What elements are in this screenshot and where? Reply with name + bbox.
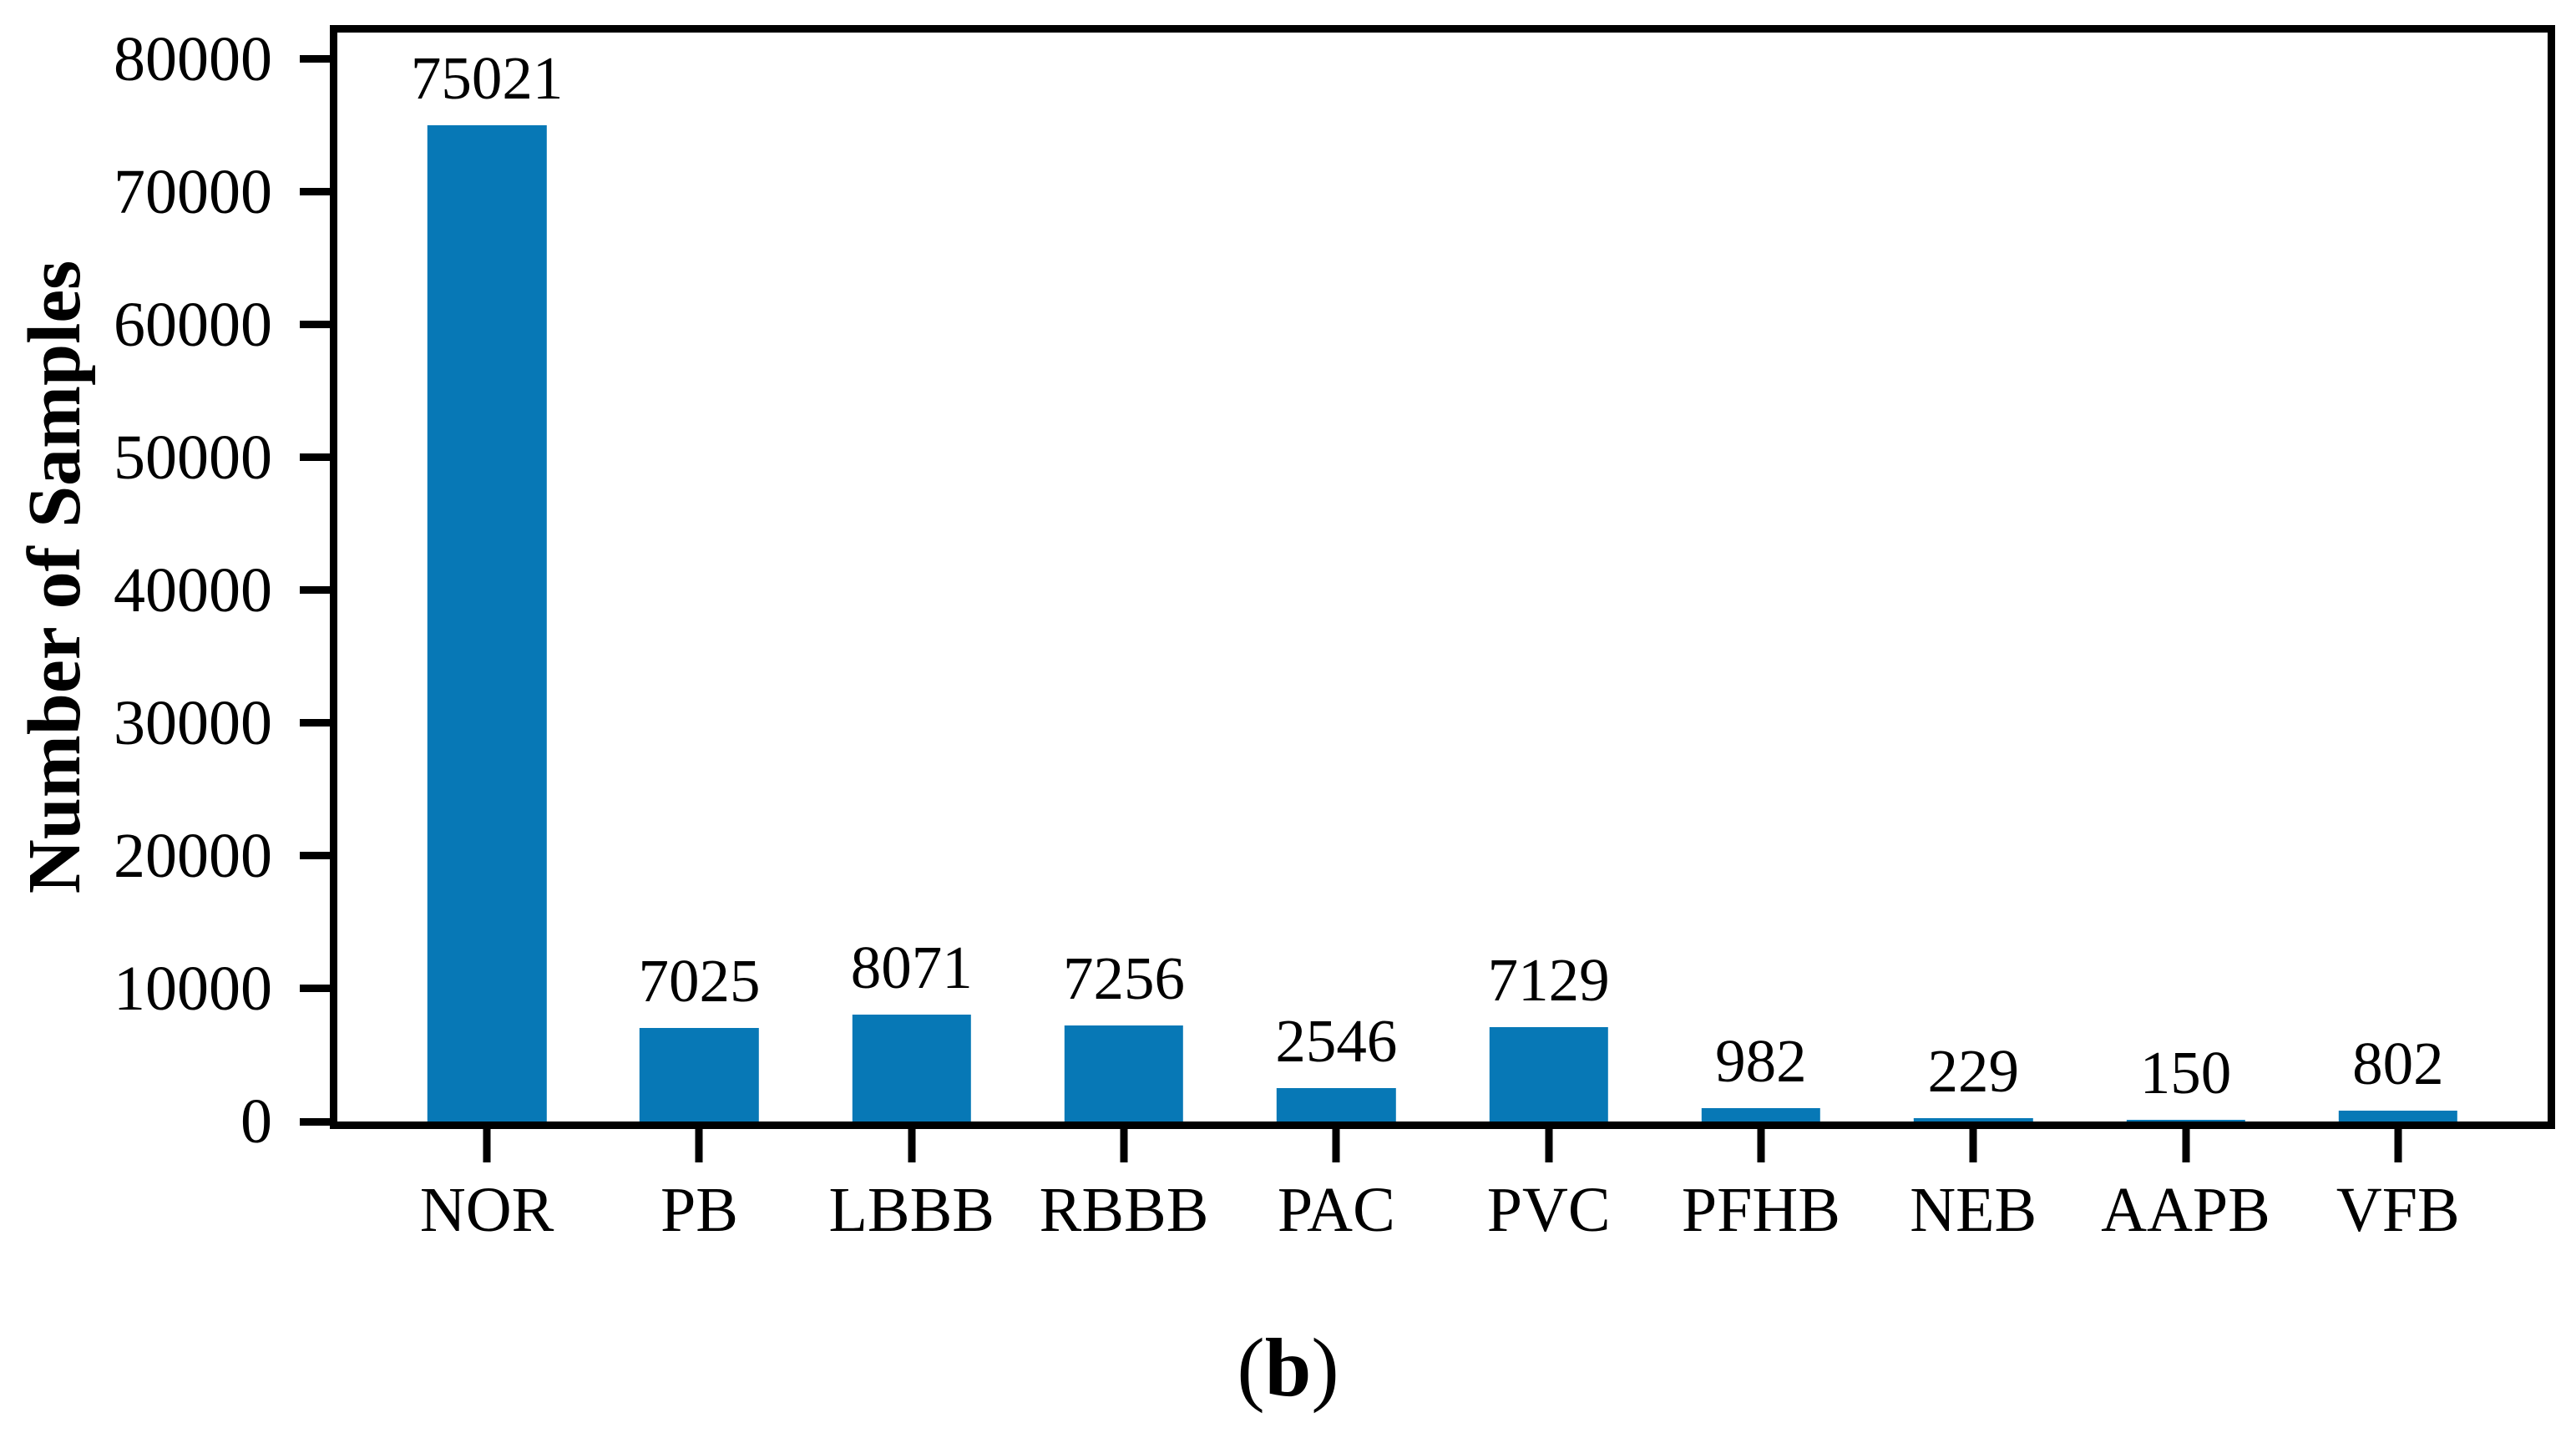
y-tick-label: 80000 (114, 23, 272, 94)
y-tick-mark (300, 1117, 330, 1126)
bar-slot: 229 NEB (1867, 33, 2079, 1242)
x-tick-mark (1969, 1129, 1977, 1162)
bar (1701, 1108, 1821, 1121)
caption-letter: b (1264, 1321, 1312, 1414)
x-tick-mark (1757, 1129, 1765, 1162)
y-tick-mark (300, 321, 330, 329)
bar-slot: 7025 PB (593, 33, 805, 1242)
category-label: RBBB (1039, 1175, 1209, 1245)
bar (2338, 1111, 2458, 1121)
bar (1277, 1087, 1396, 1121)
caption-suffix: ) (1311, 1321, 1339, 1414)
bar-value-label: 982 (1715, 1027, 1807, 1096)
x-tick-mark (2182, 1129, 2190, 1162)
bar-value-label: 2546 (1275, 1006, 1398, 1075)
bar-slot: 75021 NOR (381, 33, 593, 1242)
bars-row: 75021 NOR 7025 PB 8071 LBBB 7256 RBBB 25… (337, 33, 2548, 1242)
y-tick-mark (300, 985, 330, 993)
category-label: NEB (1910, 1175, 2037, 1245)
bar-slot: 802 VFB (2292, 33, 2504, 1242)
x-tick-mark (908, 1129, 916, 1162)
bar-value-label: 7025 (638, 947, 761, 1015)
bar (852, 1014, 971, 1121)
category-label: NOR (419, 1175, 554, 1245)
bar (1064, 1025, 1184, 1121)
y-axis-title: Number of Samples (13, 260, 96, 894)
category-label: VFB (2336, 1175, 2460, 1245)
y-tick-mark (300, 453, 330, 462)
category-label: PVC (1486, 1175, 1611, 1245)
y-tick-label: 70000 (114, 156, 272, 227)
category-label: LBBB (828, 1175, 994, 1245)
bar-value-label: 75021 (410, 43, 564, 112)
y-tick-mark (300, 55, 330, 63)
x-tick-mark (2394, 1129, 2402, 1162)
bar (640, 1028, 759, 1121)
category-label: AAPB (2101, 1175, 2270, 1245)
y-tick-label: 30000 (114, 687, 272, 758)
bar-value-label: 229 (1927, 1037, 2019, 1106)
y-tick-label: 10000 (114, 953, 272, 1024)
y-tick-label: 40000 (114, 554, 272, 625)
y-tick-label: 0 (240, 1086, 272, 1157)
plot-area: 75021 NOR 7025 PB 8071 LBBB 7256 RBBB 25… (114, 25, 2555, 1242)
x-tick-mark (1545, 1129, 1553, 1162)
bar-slot: 7256 RBBB (1018, 33, 1230, 1242)
bar-value-label: 8071 (850, 933, 973, 1001)
x-tick-mark (695, 1129, 703, 1162)
category-label: PAC (1277, 1175, 1395, 1245)
bar-slot: 150 AAPB (2079, 33, 2291, 1242)
x-tick-mark (1332, 1129, 1340, 1162)
bar (1489, 1026, 1608, 1121)
bar (1914, 1118, 2033, 1121)
plot-area-inner: 75021 NOR 7025 PB 8071 LBBB 7256 RBBB 25… (114, 28, 2548, 1242)
bar-value-label: 150 (2139, 1038, 2232, 1106)
y-tick-mark (300, 586, 330, 595)
category-label: PB (660, 1175, 738, 1245)
category-label: PFHB (1681, 1175, 1840, 1245)
y-tick-label: 20000 (114, 820, 272, 891)
y-tick-mark (300, 852, 330, 860)
y-tick-label: 60000 (114, 289, 272, 360)
bar-slot: 8071 LBBB (806, 33, 1018, 1242)
x-tick-mark (483, 1129, 491, 1162)
y-tick-mark (300, 719, 330, 727)
bar (2126, 1119, 2245, 1121)
bar (427, 124, 547, 1121)
bar-slot: 2546 PAC (1230, 33, 1442, 1242)
y-tick-mark (300, 188, 330, 196)
bar-slot: 7129 PVC (1442, 33, 1654, 1242)
y-tick-label: 50000 (114, 422, 272, 493)
bar-slot: 982 PFHB (1655, 33, 1867, 1242)
bar-value-label: 802 (2352, 1030, 2444, 1098)
x-tick-mark (1120, 1129, 1128, 1162)
bar-value-label: 7129 (1487, 945, 1610, 1014)
bar-value-label: 7256 (1063, 944, 1186, 1012)
subfigure-caption: (b) (0, 1326, 2576, 1410)
caption-prefix: ( (1237, 1321, 1265, 1414)
